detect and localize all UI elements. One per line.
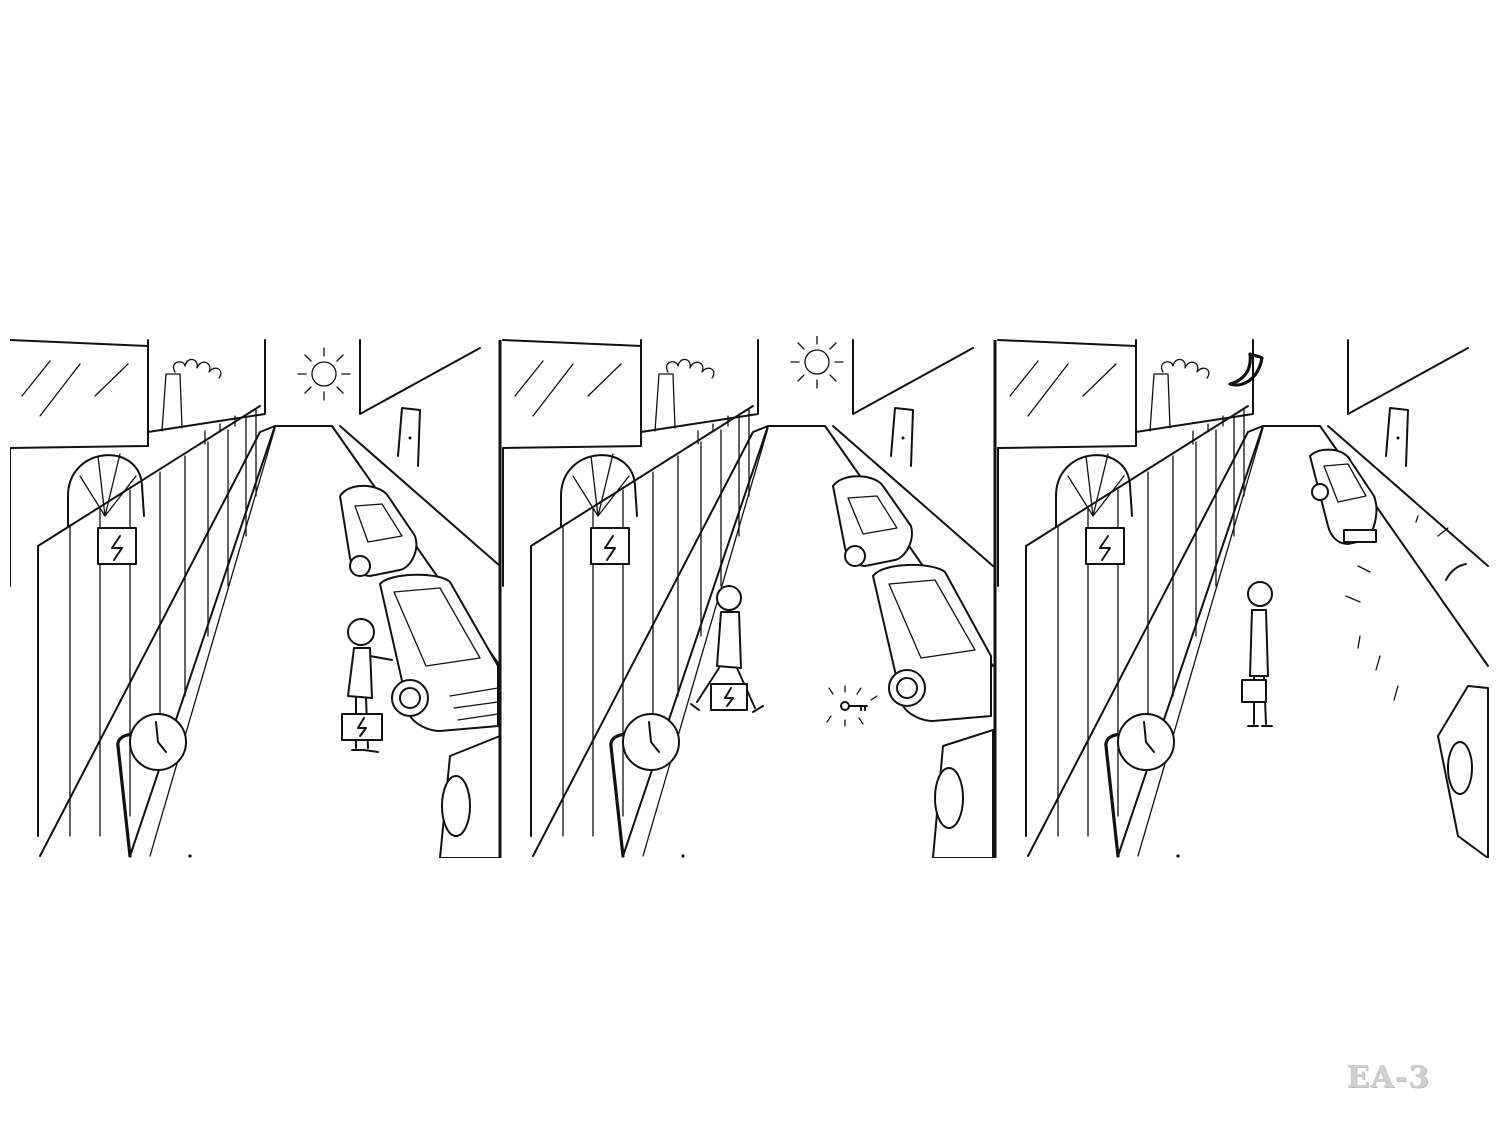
briefcase-icon (341, 713, 383, 741)
panel-3 (996, 338, 1490, 858)
man-standing (1241, 581, 1273, 727)
parked-car (832, 475, 913, 567)
comic-strip-svg (10, 336, 1490, 858)
figure-label: EA-3 (1346, 1060, 1430, 1095)
man-with-briefcase (341, 618, 393, 753)
paper-bag-icon (1241, 679, 1267, 703)
panel-1 (10, 338, 502, 858)
foreground-car (932, 729, 994, 858)
panel-2 (501, 336, 995, 858)
parked-car-near (379, 573, 499, 732)
foreground-car (1437, 685, 1489, 858)
man-walking (690, 585, 764, 713)
moon-icon (1228, 352, 1264, 387)
sun-icon (297, 347, 351, 401)
sun-icon (790, 336, 844, 389)
key-icon (826, 685, 878, 727)
car-driving-away (1309, 448, 1378, 545)
foreground-car (439, 735, 501, 858)
comic-strip (10, 336, 1490, 858)
parked-car (339, 484, 418, 577)
parked-car-near (872, 564, 992, 722)
